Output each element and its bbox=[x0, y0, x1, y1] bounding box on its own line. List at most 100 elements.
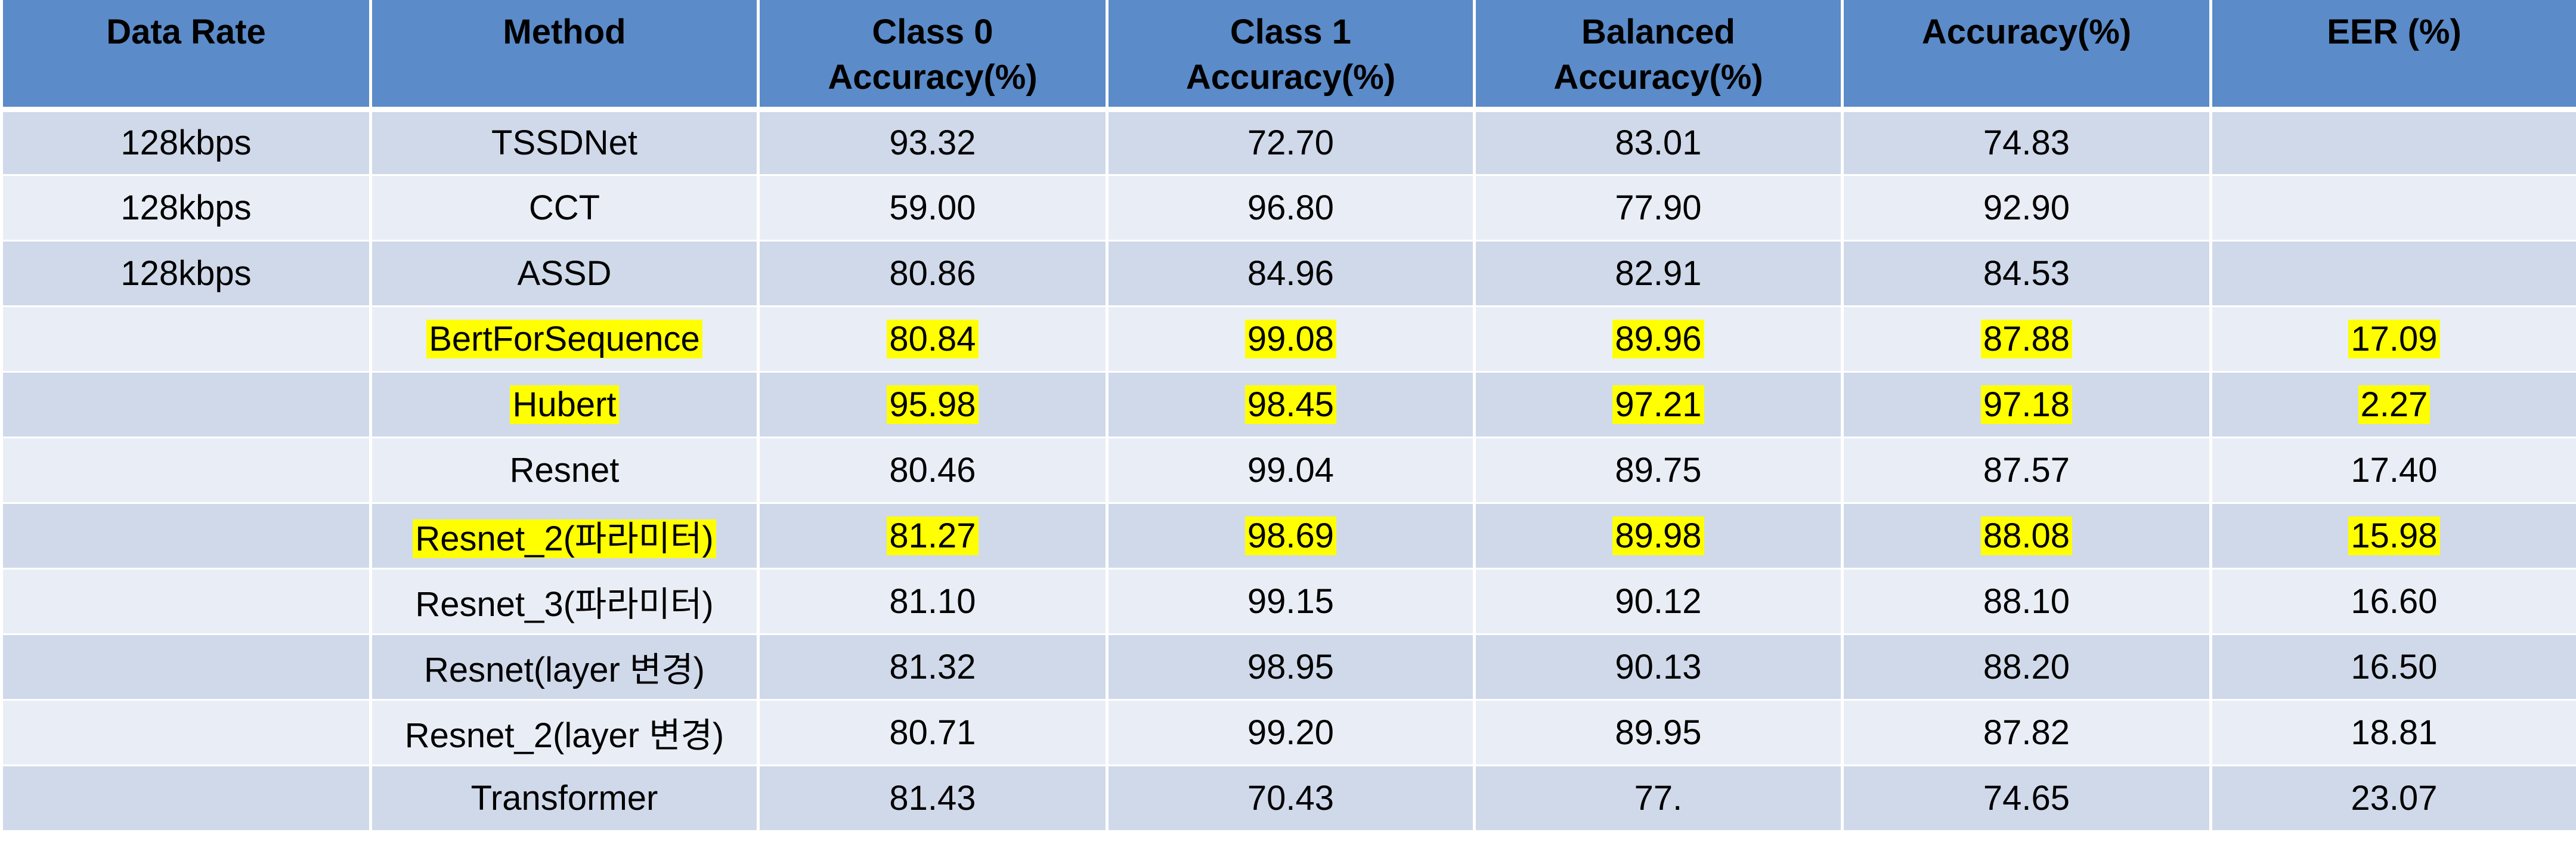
cell-method-text: TSSDNet bbox=[491, 123, 637, 162]
cell-class0-accuracy-text: 81.27 bbox=[887, 516, 979, 555]
cell-balanced-accuracy: 89.75 bbox=[1473, 436, 1844, 504]
cell-method-text: Resnet bbox=[509, 450, 620, 490]
cell-class1-accuracy: 84.96 bbox=[1106, 239, 1476, 307]
cell-eer-text: 17.09 bbox=[2348, 319, 2440, 358]
cell-eer-text: 2.27 bbox=[2358, 385, 2431, 424]
cell-data-rate-text: 128kbps bbox=[120, 123, 252, 162]
cell-data-rate bbox=[0, 436, 372, 504]
header-balanced-accuracy: Balanced Accuracy(%) bbox=[1473, 0, 1844, 112]
cell-accuracy: 88.08 bbox=[1841, 502, 2212, 570]
cell-class1-accuracy: 98.69 bbox=[1106, 502, 1476, 570]
cell-method: Hubert bbox=[369, 370, 760, 438]
cell-class0-accuracy: 59.00 bbox=[757, 174, 1109, 242]
table-row: 128kbps ASSD 80.86 84.96 82.91 84.53 bbox=[0, 239, 2576, 307]
cell-accuracy-text: 88.10 bbox=[1983, 581, 2070, 621]
table-row: 128kbps TSSDNet 93.32 72.70 83.01 74.83 bbox=[0, 108, 2576, 176]
cell-data-rate bbox=[0, 567, 372, 635]
cell-method: Resnet_3(파라미터) bbox=[369, 567, 760, 635]
header-accuracy-label: Accuracy(%) bbox=[1921, 13, 2132, 51]
cell-data-rate bbox=[0, 698, 372, 766]
table-row: Resnet(layer 변경) 81.32 98.95 90.13 88.20 16.5… bbox=[0, 633, 2576, 701]
header-class0-line2: Accuracy(%) bbox=[828, 58, 1038, 97]
cell-method: Resnet_2(파라미터) bbox=[369, 502, 760, 570]
cell-class1-accuracy-text: 98.45 bbox=[1244, 385, 1337, 424]
cell-balanced-accuracy: 89.95 bbox=[1473, 698, 1844, 766]
cell-data-rate bbox=[0, 305, 372, 373]
header-class1-line2: Accuracy(%) bbox=[1185, 58, 1396, 97]
cell-class0-accuracy-text: 95.98 bbox=[887, 385, 979, 424]
cell-accuracy-text: 87.88 bbox=[1980, 319, 2073, 358]
header-class1-line1: Class 1 bbox=[1230, 13, 1352, 51]
cell-balanced-accuracy-text: 77.90 bbox=[1615, 188, 1702, 227]
cell-data-rate-text: 128kbps bbox=[120, 253, 252, 293]
table-row: Hubert 95.98 98.45 97.21 97.18 2.27 bbox=[0, 370, 2576, 438]
cell-class0-accuracy-text: 80.86 bbox=[889, 253, 976, 293]
cell-eer-text: 23.07 bbox=[2351, 778, 2438, 818]
table-row: BertForSequence 80.84 99.08 89.96 87.88 17.09 bbox=[0, 305, 2576, 373]
table-header-row: Data Rate Method Class 0 Accuracy(%) Cla… bbox=[0, 0, 2576, 112]
header-class0-accuracy: Class 0 Accuracy(%) bbox=[757, 0, 1109, 112]
cell-class0-accuracy-text: 80.84 bbox=[887, 319, 979, 358]
cell-balanced-accuracy-text: 89.96 bbox=[1612, 319, 1704, 358]
cell-class0-accuracy: 80.86 bbox=[757, 239, 1109, 307]
header-method: Method bbox=[369, 0, 760, 112]
cell-balanced-accuracy: 83.01 bbox=[1473, 108, 1844, 176]
cell-accuracy: 84.53 bbox=[1841, 239, 2212, 307]
cell-class1-accuracy-text: 96.80 bbox=[1247, 188, 1335, 227]
cell-eer: 17.40 bbox=[2209, 436, 2576, 504]
cell-balanced-accuracy-text: 89.98 bbox=[1612, 516, 1704, 555]
table-row: 128kbps CCT 59.00 96.80 77.90 92.90 bbox=[0, 174, 2576, 242]
cell-accuracy: 92.90 bbox=[1841, 174, 2212, 242]
cell-accuracy-text: 74.83 bbox=[1983, 123, 2070, 162]
cell-method-text: CCT bbox=[528, 188, 600, 227]
header-eer-label: EER (%) bbox=[2327, 13, 2462, 51]
cell-eer: 2.27 bbox=[2209, 370, 2576, 438]
cell-class0-accuracy: 95.98 bbox=[757, 370, 1109, 438]
cell-eer: 18.81 bbox=[2209, 698, 2576, 766]
header-eer: EER (%) bbox=[2209, 0, 2576, 112]
cell-balanced-accuracy: 90.12 bbox=[1473, 567, 1844, 635]
cell-class1-accuracy-text: 99.04 bbox=[1247, 450, 1335, 490]
cell-accuracy: 74.83 bbox=[1841, 108, 2212, 176]
table-row: Resnet 80.46 99.04 89.75 87.57 17.40 bbox=[0, 436, 2576, 504]
cell-method-text: Resnet_3(파라미터) bbox=[415, 585, 714, 624]
cell-class1-accuracy: 70.43 bbox=[1106, 764, 1476, 832]
cell-data-rate bbox=[0, 370, 372, 438]
cell-class0-accuracy: 80.84 bbox=[757, 305, 1109, 373]
cell-method: ASSD bbox=[369, 239, 760, 307]
header-data-rate: Data Rate bbox=[0, 0, 372, 112]
cell-accuracy-text: 88.08 bbox=[1980, 516, 2073, 555]
cell-accuracy: 74.65 bbox=[1841, 764, 2212, 832]
cell-class0-accuracy: 81.32 bbox=[757, 633, 1109, 701]
cell-eer-text: 17.40 bbox=[2351, 450, 2438, 490]
cell-balanced-accuracy-text: 82.91 bbox=[1615, 253, 1702, 293]
cell-method-text: Resnet(layer 변경) bbox=[424, 651, 705, 689]
cell-class0-accuracy: 81.10 bbox=[757, 567, 1109, 635]
cell-class1-accuracy-text: 70.43 bbox=[1247, 778, 1335, 818]
cell-balanced-accuracy: 89.96 bbox=[1473, 305, 1844, 373]
cell-balanced-accuracy-text: 90.12 bbox=[1615, 581, 1702, 621]
cell-class0-accuracy-text: 59.00 bbox=[889, 188, 976, 227]
header-data-rate-label: Data Rate bbox=[106, 13, 266, 51]
cell-accuracy: 87.82 bbox=[1841, 698, 2212, 766]
header-balanced-line1: Balanced bbox=[1581, 13, 1735, 51]
cell-class1-accuracy: 96.80 bbox=[1106, 174, 1476, 242]
cell-balanced-accuracy: 77.90 bbox=[1473, 174, 1844, 242]
header-method-label: Method bbox=[503, 13, 626, 51]
cell-class1-accuracy: 99.20 bbox=[1106, 698, 1476, 766]
cell-class0-accuracy: 80.71 bbox=[757, 698, 1109, 766]
cell-balanced-accuracy-text: 83.01 bbox=[1615, 123, 1702, 162]
cell-balanced-accuracy: 97.21 bbox=[1473, 370, 1844, 438]
cell-method-text: Resnet_2(파라미터) bbox=[413, 519, 716, 558]
cell-class1-accuracy: 72.70 bbox=[1106, 108, 1476, 176]
cell-eer: 16.50 bbox=[2209, 633, 2576, 701]
cell-accuracy-text: 88.20 bbox=[1983, 647, 2070, 686]
cell-eer bbox=[2209, 174, 2576, 242]
cell-eer bbox=[2209, 239, 2576, 307]
cell-accuracy: 87.88 bbox=[1841, 305, 2212, 373]
cell-class0-accuracy-text: 81.10 bbox=[889, 581, 976, 621]
table-row: Resnet_3(파라미터) 81.10 99.15 90.12 88.10 16.60 bbox=[0, 567, 2576, 635]
cell-accuracy-text: 97.18 bbox=[1980, 385, 2073, 424]
header-balanced-line2: Accuracy(%) bbox=[1553, 58, 1763, 97]
